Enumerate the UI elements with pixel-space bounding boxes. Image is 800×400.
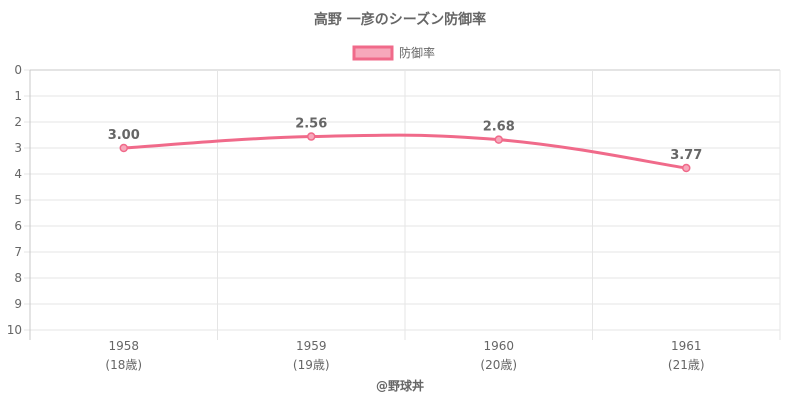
data-point[interactable] — [682, 163, 691, 173]
chart-title: 高野 一彦のシーズン防御率 — [314, 11, 486, 28]
y-tick-label: 7 — [14, 245, 22, 259]
grid — [24, 69, 781, 340]
legend-label: 防御率 — [399, 45, 435, 60]
legend[interactable]: 防御率 — [352, 45, 435, 61]
data-point[interactable] — [119, 143, 128, 153]
x-tick-sublabel: (19歳) — [293, 358, 330, 372]
legend-swatch — [352, 45, 394, 61]
y-tick-label: 10 — [7, 323, 22, 337]
data-label: 3.77 — [670, 148, 702, 163]
x-tick-sublabel: (18歳) — [105, 358, 142, 372]
y-tick-label: 2 — [14, 115, 22, 129]
data-point[interactable] — [307, 132, 316, 141]
y-tick-label: 0 — [14, 63, 22, 77]
data-label: 3.00 — [108, 128, 140, 143]
axes: 0 1 2 3 4 5 6 7 8 9 10 1958 (18歳) 1959 (19歳) 1960 (20歳) 1… — [7, 63, 705, 372]
y-tick-label: 9 — [14, 297, 22, 311]
x-tick-sublabel: (21歳) — [668, 358, 705, 372]
x-tick-sublabel: (20歳) — [480, 358, 517, 372]
x-tick-label: 1959 — [296, 339, 327, 353]
data-label: 2.56 — [295, 117, 327, 132]
data-label: 2.68 — [483, 120, 515, 135]
y-tick-label: 8 — [14, 271, 22, 285]
x-tick-label: 1961 — [671, 339, 702, 353]
x-tick-label: 1958 — [108, 339, 139, 353]
x-tick-label: 1960 — [483, 339, 514, 353]
y-tick-label: 1 — [14, 89, 22, 103]
y-tick-label: 6 — [14, 219, 22, 233]
data-point[interactable] — [494, 135, 503, 144]
y-tick-label: 5 — [14, 193, 22, 207]
credit-label: @野球丼 — [376, 378, 424, 393]
series-line-group: 3.00 2.56 2.68 3.77 — [108, 117, 702, 173]
series-line — [123, 133, 687, 170]
y-tick-label: 4 — [14, 167, 22, 181]
y-tick-label: 3 — [14, 141, 22, 155]
